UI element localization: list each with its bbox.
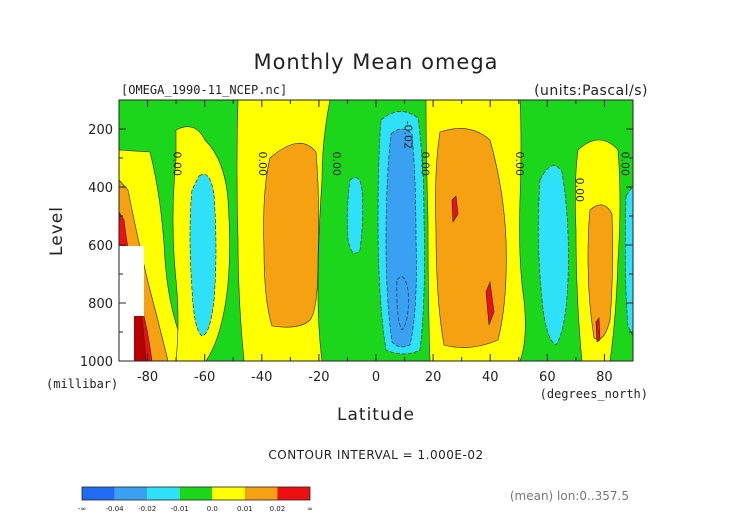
colorbar-label-1: -0.04	[106, 505, 125, 513]
colorbar-swatch-1	[114, 487, 148, 500]
colorbar-label-7: ∞	[307, 505, 313, 513]
colorbar-label-5: 0.01	[237, 505, 253, 513]
colorbar-label-3: -0.01	[171, 505, 189, 513]
contour-label-7: 0.00	[619, 152, 632, 177]
x-tick-label-4: 0	[372, 370, 380, 385]
colorbar-swatch-5	[244, 487, 278, 500]
chart-title: Monthly Mean omega	[253, 50, 498, 74]
band-sh-cyan	[189, 173, 217, 337]
contour-plot-area	[119, 100, 633, 361]
x-tick-label-5: 20	[425, 370, 442, 385]
y-tick-label-2: 600	[88, 239, 113, 254]
x-tick-label-3: -20	[308, 370, 329, 385]
y-unit-label: (millibar)	[46, 377, 118, 391]
x-unit-label: (degrees_north)	[540, 387, 648, 401]
colorbar-swatch-6	[277, 487, 310, 500]
x-tick-label-2: -40	[251, 370, 272, 385]
x-tick-label-6: 40	[482, 370, 499, 385]
file-label: [OMEGA_1990-11_NCEP.nc]	[121, 83, 287, 97]
axes: -80 -60 -40 -20 0 20 40 60 80 1000 800 600 400 200	[80, 99, 634, 385]
colorbar-swatch-0	[82, 487, 115, 500]
contour-label-0: 0.00	[170, 152, 183, 177]
colorbar: -∞ -0.04 -0.02 -0.01 0.0 0.01 0.02 ∞	[78, 486, 313, 513]
band-tropic-cyan-small	[347, 177, 363, 254]
contour-labels: 0.00 0.00 0.00 -0.02 0.00 0.00 0.00 0.00	[170, 121, 631, 203]
band-nh-red-1	[451, 195, 459, 223]
x-axis-label: Latitude	[337, 405, 415, 425]
band-nh-orange	[435, 128, 507, 348]
y-tick-label-4: 200	[88, 123, 113, 138]
band-nh-polar-red	[595, 317, 601, 343]
y-tick-label-1: 800	[88, 297, 113, 312]
contour-label-1: 0.00	[256, 152, 269, 177]
band-nh-cyan	[538, 165, 569, 346]
contour-label-4: 0.00	[419, 152, 432, 177]
colorbar-label-4: 0.0	[207, 505, 218, 513]
colorbar-swatch-2	[147, 487, 180, 500]
colorbar-label-6: 0.02	[270, 505, 286, 513]
band-itcz-blue	[385, 128, 417, 348]
colorbar-label-2: -0.02	[138, 505, 156, 513]
y-axis-label: Level	[47, 206, 67, 256]
x-tick-label-8: 80	[596, 370, 613, 385]
band-nh-polar-orange	[587, 204, 613, 340]
missing-data-mask-2	[134, 246, 144, 316]
colorbar-swatch-4	[212, 487, 245, 500]
band-nh-red-2	[485, 280, 495, 326]
colorbar-swatch-3	[179, 487, 213, 500]
y-tick-label-0: 1000	[80, 355, 113, 370]
contour-label-5: 0.00	[513, 152, 526, 177]
band-nh-edge-cyan	[625, 185, 633, 337]
contour-label-6: 0.00	[573, 178, 586, 203]
footer-label: (mean) lon:0..357.5	[510, 489, 629, 503]
x-tick-label-0: -80	[137, 370, 158, 385]
x-tick-label-7: 60	[539, 370, 556, 385]
units-label: (units:Pascal/s)	[534, 83, 648, 99]
contour-label-2: 0.00	[330, 152, 343, 177]
contour-interval-label: CONTOUR INTERVAL = 1.000E-02	[268, 448, 483, 462]
colorbar-frame	[81, 486, 311, 501]
x-tick-label-1: -60	[194, 370, 215, 385]
band-itcz-inner	[396, 276, 409, 331]
y-tick-label-3: 400	[88, 181, 113, 196]
colorbar-label-0: -∞	[78, 505, 86, 513]
contour-label-3: -0.02	[402, 121, 415, 149]
band-sh-mid-orange	[263, 143, 319, 328]
